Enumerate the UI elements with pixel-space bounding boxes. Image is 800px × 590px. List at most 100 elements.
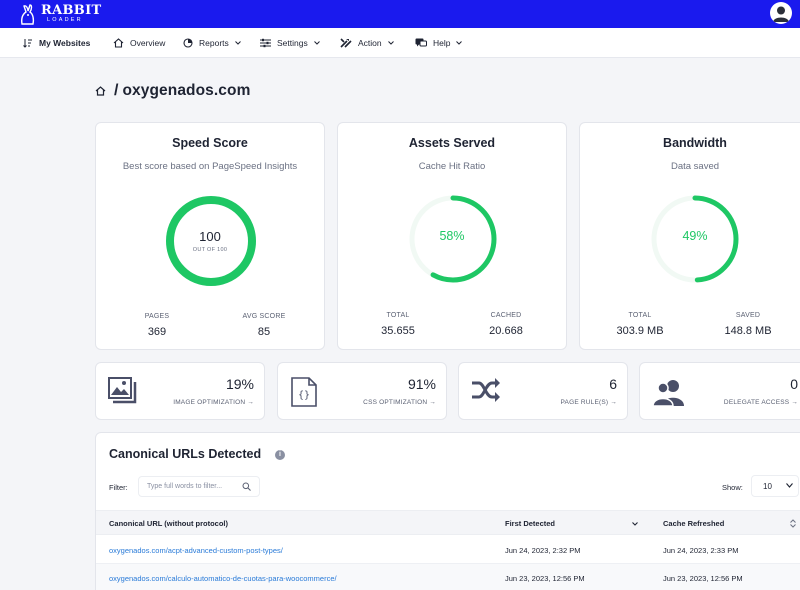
cached-value: 20.668 — [489, 325, 523, 337]
page-rules-link[interactable]: PAGE RULE(S) → — [560, 399, 617, 406]
nav-reports[interactable]: Reports — [183, 28, 241, 58]
nav-help[interactable]: Help — [415, 28, 463, 58]
card-subtitle: Cache Hit Ratio — [418, 161, 486, 172]
nav-label: Reports — [199, 38, 229, 48]
card-title: Bandwidth — [663, 136, 727, 150]
section-title: Canonical URLs Detected — [109, 447, 262, 461]
pages-label: PAGES — [144, 313, 170, 320]
home-icon[interactable] — [95, 86, 106, 96]
speed-score-ring — [166, 196, 256, 286]
home-icon — [113, 38, 124, 48]
sliders-icon — [260, 38, 271, 48]
css-optimization-value: 91% — [407, 376, 436, 392]
nav-label: Settings — [277, 38, 308, 48]
pages-value: 369 — [147, 326, 167, 338]
info-icon[interactable]: i — [275, 450, 285, 460]
chevron-down-icon — [456, 41, 463, 45]
column-cache-refreshed[interactable]: Cache Refreshed — [663, 519, 725, 528]
image-optimization-card[interactable]: 19% IMAGE OPTIMIZATION → — [95, 362, 265, 420]
css-optimization-link[interactable]: CSS OPTIMIZATION → — [363, 399, 436, 406]
page-title: oxygenados.com — [122, 82, 251, 99]
sort-desc-icon[interactable] — [632, 522, 638, 526]
card-subtitle: Best score based on PageSpeed Insights — [122, 161, 298, 172]
saved-value: 148.8 MB — [724, 325, 772, 337]
cache-refreshed-cell: Jun 24, 2023, 2:33 PM — [663, 546, 739, 555]
filter-input[interactable]: Type full words to filter... — [138, 476, 260, 497]
nav-label: Help — [433, 38, 451, 48]
column-canonical-url[interactable]: Canonical URL (without protocol) — [109, 519, 229, 528]
card-title: Assets Served — [408, 136, 496, 150]
main-nav: My Websites Overview Reports Settings — [0, 28, 800, 58]
speed-score-caption: OUT OF 100 — [192, 247, 228, 253]
total-value: 35.655 — [381, 325, 415, 337]
delegate-access-link[interactable]: DELEGATE ACCESS → — [723, 399, 798, 406]
brand-name: RABBIT — [41, 3, 102, 19]
rabbit-logo-icon — [18, 4, 38, 25]
cache-hit-value: 58% — [439, 229, 465, 243]
users-icon — [652, 380, 684, 407]
card-subtitle: Data saved — [670, 161, 720, 172]
avatar[interactable] — [770, 2, 792, 24]
canonical-url-link[interactable]: oxygenados.com/acpt-advanced-custom-post… — [109, 546, 283, 555]
brand-logo[interactable]: RABBIT LOADER — [18, 2, 101, 26]
page-size-value: 10 — [763, 482, 772, 491]
top-bar: RABBIT LOADER — [0, 0, 800, 28]
nav-label: My Websites — [39, 38, 91, 48]
sort-icon[interactable] — [790, 519, 796, 528]
page-size-select[interactable]: 10 — [751, 475, 799, 497]
breadcrumb-separator: / — [114, 82, 119, 99]
data-saved-ring — [651, 195, 739, 283]
cache-refreshed-cell: Jun 23, 2023, 12:56 PM — [663, 574, 743, 583]
nav-action[interactable]: Action — [340, 28, 394, 58]
brand-subname: LOADER — [47, 17, 83, 24]
bandwidth-card: Bandwidth Data saved 49% TOTAL 303.9 MB … — [579, 122, 800, 350]
page-rules-card[interactable]: 6 PAGE RULE(S) → — [458, 362, 628, 420]
delegate-access-value: 0 — [790, 376, 798, 392]
avg-score-value: 85 — [257, 326, 271, 338]
table-header: Canonical URL (without protocol) First D… — [96, 510, 800, 535]
card-title: Speed Score — [172, 136, 248, 150]
saved-label: SAVED — [735, 312, 761, 319]
delegate-access-card[interactable]: 0 DELEGATE ACCESS → — [639, 362, 800, 420]
nav-settings[interactable]: Settings — [260, 28, 320, 58]
nav-label: Action — [358, 38, 382, 48]
table-row: oxygenados.com/calculo-automatico-de-cuo… — [96, 564, 800, 590]
breadcrumb: / oxygenados.com — [95, 82, 250, 100]
first-detected-cell: Jun 23, 2023, 12:56 PM — [505, 574, 585, 583]
cache-hit-ring — [409, 195, 497, 283]
css-optimization-card[interactable]: {} 91% CSS OPTIMIZATION → — [277, 362, 447, 420]
sort-icon — [23, 39, 32, 48]
nav-label: Overview — [130, 38, 166, 48]
show-label: Show: — [722, 483, 743, 492]
nav-overview[interactable]: Overview — [113, 28, 165, 58]
chat-icon — [415, 38, 427, 47]
cached-label: CACHED — [490, 312, 522, 319]
total-value: 303.9 MB — [616, 325, 664, 337]
chevron-down-icon — [234, 41, 241, 45]
image-optimization-link[interactable]: IMAGE OPTIMIZATION → — [173, 399, 254, 406]
image-gallery-icon — [108, 377, 137, 404]
shuffle-icon — [472, 378, 500, 402]
first-detected-cell: Jun 24, 2023, 2:32 PM — [505, 546, 581, 555]
speed-score-card: Speed Score Best score based on PageSpee… — [95, 122, 325, 350]
total-label: TOTAL — [628, 312, 652, 319]
chevron-down-icon — [786, 483, 793, 488]
speed-score-value: 100 — [199, 229, 221, 244]
canonical-urls-card: Canonical URLs Detected i Filter: Type f… — [95, 432, 800, 590]
assets-served-card: Assets Served Cache Hit Ratio 58% TOTAL … — [337, 122, 567, 350]
canonical-url-link[interactable]: oxygenados.com/calculo-automatico-de-cuo… — [109, 574, 337, 583]
total-label: TOTAL — [386, 312, 410, 319]
chevron-down-icon — [387, 41, 394, 45]
tools-icon — [340, 38, 352, 48]
image-optimization-value: 19% — [225, 376, 254, 392]
search-icon — [242, 482, 251, 491]
nav-my-websites[interactable]: My Websites — [23, 28, 90, 58]
filter-label: Filter: — [109, 483, 128, 492]
data-saved-value: 49% — [682, 229, 708, 243]
svg-text:{}: {} — [298, 390, 310, 401]
chevron-down-icon — [313, 41, 320, 45]
avg-score-label: AVG SCORE — [242, 313, 286, 320]
column-first-detected[interactable]: First Detected — [505, 519, 556, 528]
page-rules-value: 6 — [609, 376, 617, 392]
table-row: oxygenados.com/acpt-advanced-custom-post… — [96, 536, 800, 564]
